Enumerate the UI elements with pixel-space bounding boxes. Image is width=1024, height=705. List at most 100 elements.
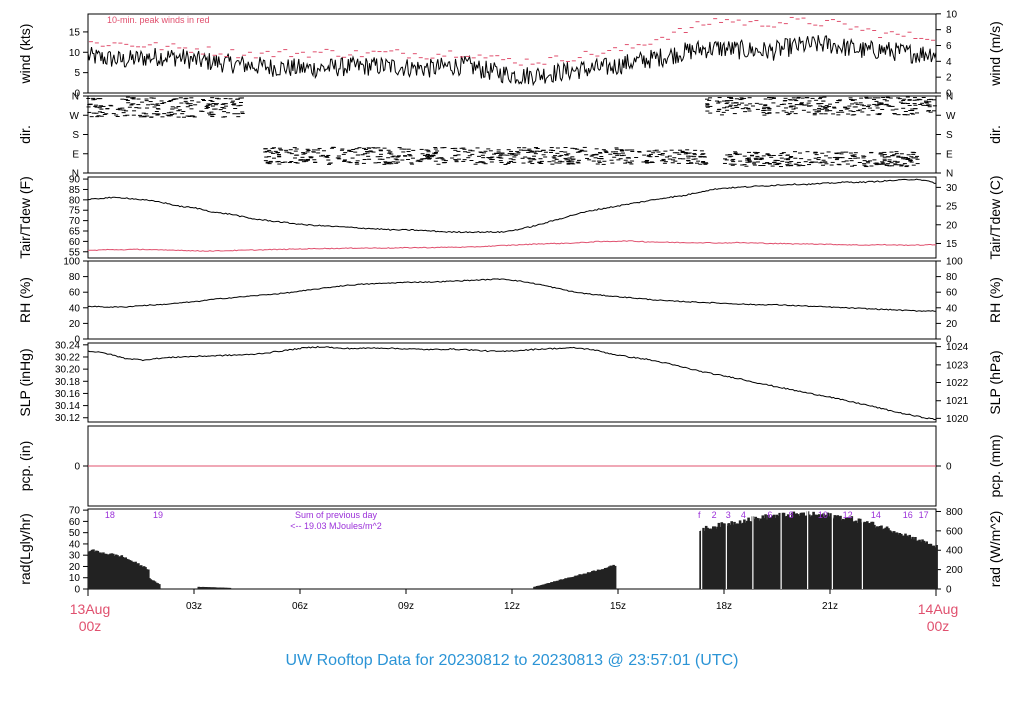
rad-bar: [612, 564, 615, 589]
rad-gap: [701, 510, 703, 589]
rad-bar: [898, 533, 902, 589]
rad-bar: [601, 569, 604, 589]
rad-bar: [112, 553, 115, 589]
rad-bar: [150, 580, 154, 589]
rh-left-tick-label: 60: [69, 288, 81, 299]
temp-left-tick-label: 85: [69, 185, 81, 196]
rad-bar: [812, 511, 815, 589]
rad-bar: [834, 515, 838, 589]
rad-bar: [915, 540, 919, 589]
rad-bar: [543, 584, 546, 589]
rad-bar: [897, 534, 900, 589]
pcp-right-tick-label: 0: [946, 462, 952, 473]
rad-bar: [728, 524, 732, 589]
rad-bar: [782, 512, 786, 589]
rad-bar: [119, 556, 122, 589]
rad-bar: [777, 516, 780, 589]
rad-bar: [96, 550, 100, 589]
rad-bar: [761, 515, 765, 589]
rad-bar: [753, 519, 756, 589]
rad-bar: [815, 514, 818, 589]
rad-bar: [197, 586, 201, 589]
rad-hour-label: 6: [767, 510, 772, 520]
rad-bar: [860, 522, 863, 589]
rad-bar: [567, 577, 570, 589]
temp-right-tick-label: 20: [946, 220, 958, 231]
rad-bar: [912, 539, 916, 589]
rad-hour-label: 12: [843, 510, 853, 520]
rad-bar: [775, 514, 779, 589]
slp-left-tick-label: 30.14: [55, 401, 80, 412]
rad-bar: [931, 545, 934, 589]
dir-left-tick-label: N: [72, 169, 79, 180]
rad-right-tick-label: 800: [946, 507, 963, 518]
rad-annotation-line1: Sum of previous day: [295, 510, 378, 520]
rad-bar: [857, 518, 861, 589]
rad-bar: [574, 575, 577, 589]
dir-left-tick-label: E: [72, 149, 79, 160]
time-start-hour: 00z: [79, 618, 102, 634]
rad-bar: [589, 572, 593, 589]
rad-bar: [798, 516, 801, 589]
slp-left-tick-label: 30.24: [55, 340, 80, 351]
temp-left-tick-label: 80: [69, 195, 81, 206]
rad-right-tick-label: 600: [946, 526, 963, 537]
rad-bar: [142, 566, 146, 589]
rad-bar: [198, 587, 202, 589]
rad-bar: [211, 587, 215, 589]
rad-bar: [213, 587, 216, 589]
rad-hour-label: 2: [712, 510, 717, 520]
rad-bar: [128, 560, 132, 589]
rad-bar: [547, 583, 550, 589]
rad-bar: [890, 531, 893, 589]
rad-bar: [569, 577, 573, 589]
rad-bar: [113, 555, 116, 589]
pcp-ylabel-right: pcp. (mm): [987, 435, 1003, 498]
rad-bar: [730, 521, 733, 589]
rad-bar: [823, 516, 827, 589]
rad-bar: [795, 513, 798, 589]
rad-panel: 0102030405060700200400600800rad(Lgly/hr)…: [17, 506, 1003, 596]
rad-bar: [781, 512, 784, 589]
rad-bar: [578, 574, 581, 589]
rad-bar: [565, 578, 569, 589]
rad-bar: [699, 531, 702, 589]
rad-bar: [548, 583, 552, 589]
rad-bar: [737, 523, 740, 589]
rad-bar: [554, 581, 557, 589]
rad-bar: [918, 539, 921, 589]
rad-bar: [809, 516, 813, 589]
rad-bar: [745, 520, 749, 589]
rad-hour-label: 8: [789, 510, 794, 520]
rad-bar: [720, 522, 724, 589]
rad-bar: [716, 526, 719, 589]
rad-bar: [585, 573, 589, 589]
rad-ylabel-right: rad (W/m^2): [987, 511, 1003, 588]
rad-bar: [760, 518, 763, 589]
rad-bar: [141, 566, 144, 589]
rad-bar: [911, 536, 914, 589]
rad-bar: [99, 552, 102, 589]
rad-bar: [568, 577, 572, 589]
temp-tair-line: [87, 178, 937, 234]
rad-hour-label: 14: [871, 510, 881, 520]
rad-bar: [536, 586, 539, 589]
rad-bar: [553, 581, 556, 589]
rad-bar: [929, 543, 933, 589]
rad-gap: [831, 510, 833, 589]
temp-left-tick-label: 65: [69, 227, 81, 238]
rad-bar: [592, 570, 596, 589]
rad-bar: [801, 512, 804, 589]
rad-bar: [152, 580, 155, 589]
rh-left-tick-label: 0: [74, 335, 80, 346]
wind-left-tick-label: 15: [69, 27, 81, 38]
rad-bar: [868, 523, 872, 589]
rad-bar: [767, 515, 770, 589]
rad-ylabel: rad(Lgly/hr): [17, 513, 33, 585]
temp-left-tick-label: 70: [69, 216, 81, 227]
rad-right-tick-label: 400: [946, 546, 963, 557]
